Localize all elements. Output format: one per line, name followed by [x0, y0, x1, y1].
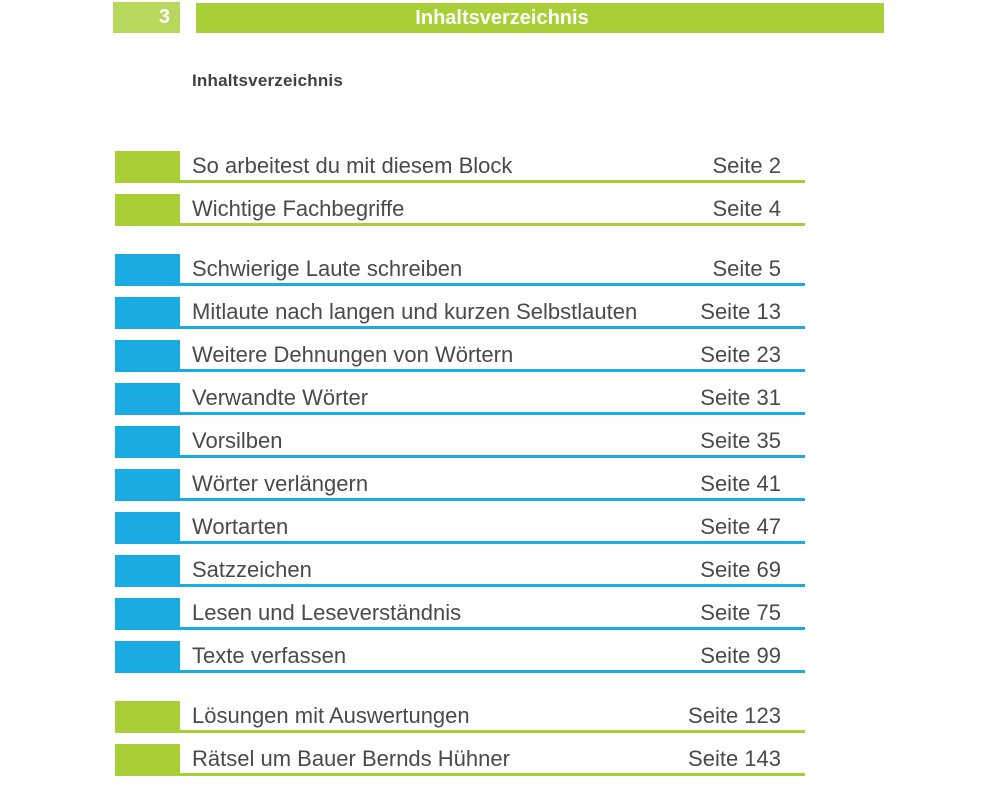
color-block — [115, 701, 180, 730]
toc-list: So arbeitest du mit diesem Block Seite 2… — [115, 151, 805, 787]
toc-entry-title: Wichtige Fachbegriffe — [192, 195, 405, 221]
color-block — [115, 512, 180, 541]
toc-entry-title: Rätsel um Bauer Bernds Hühner — [192, 745, 510, 771]
toc-row: Rätsel um Bauer Bernds Hühner Seite 143 — [115, 744, 805, 776]
toc-entry-page: Seite 123 — [688, 702, 781, 728]
toc-entry-page: Seite 47 — [700, 513, 781, 539]
toc-entry-page: Seite 5 — [712, 255, 782, 281]
color-block — [115, 641, 180, 670]
color-block — [115, 383, 180, 412]
color-block — [115, 151, 180, 180]
toc-entry-title: So arbeitest du mit diesem Block — [192, 152, 513, 178]
toc-row: Wörter verlängern Seite 41 — [115, 469, 805, 501]
page-number-tab: 3 — [113, 2, 180, 33]
toc-row: Satzzeichen Seite 69 — [115, 555, 805, 587]
toc-entry-page: Seite 31 — [700, 384, 781, 410]
toc-row: Wortarten Seite 47 — [115, 512, 805, 544]
toc-entry-page: Seite 13 — [700, 298, 781, 324]
toc-entry-page: Seite 69 — [700, 556, 781, 582]
toc-entry-title: Weitere Dehnungen von Wörtern — [192, 341, 514, 367]
color-block — [115, 194, 180, 223]
toc-entry-title: Satzzeichen — [192, 556, 312, 582]
toc-entry-title: Texte verfassen — [192, 642, 347, 668]
toc-entry-title: Lesen und Leseverständnis — [192, 599, 462, 625]
toc-entry-title: Schwierige Laute schreiben — [192, 255, 463, 281]
toc-row: Schwierige Laute schreiben Seite 5 — [115, 254, 805, 286]
color-block — [115, 254, 180, 283]
toc-entry-page: Seite 35 — [700, 427, 781, 453]
color-block — [115, 469, 180, 498]
color-block — [115, 297, 180, 326]
toc-row: Weitere Dehnungen von Wörtern Seite 23 — [115, 340, 805, 372]
toc-entry-page: Seite 99 — [700, 642, 781, 668]
toc-row: Wichtige Fachbegriffe Seite 4 — [115, 194, 805, 226]
toc-entry-title: Mitlaute nach langen und kurzen Selbstla… — [192, 298, 638, 324]
color-block — [115, 340, 180, 369]
toc-row: So arbeitest du mit diesem Block Seite 2 — [115, 151, 805, 183]
toc-row: Vorsilben Seite 35 — [115, 426, 805, 458]
toc-row: Texte verfassen Seite 99 — [115, 641, 805, 673]
toc-row: Mitlaute nach langen und kurzen Selbstla… — [115, 297, 805, 329]
toc-entry-page: Seite 2 — [712, 152, 782, 178]
color-block — [115, 426, 180, 455]
toc-row: Verwandte Wörter Seite 31 — [115, 383, 805, 415]
header-bar: Inhaltsverzeichnis — [196, 3, 884, 33]
toc-row: Lösungen mit Auswertungen Seite 123 — [115, 701, 805, 733]
toc-entry-title: Vorsilben — [192, 427, 283, 453]
toc-entry-page: Seite 23 — [700, 341, 781, 367]
toc-row: Lesen und Leseverständnis Seite 75 — [115, 598, 805, 630]
toc-entry-page: Seite 41 — [700, 470, 781, 496]
toc-entry-title: Wörter verlängern — [192, 470, 369, 496]
page-title: Inhaltsverzeichnis — [192, 71, 343, 90]
toc-entry-page: Seite 143 — [688, 745, 781, 771]
toc-entry-title: Lösungen mit Auswertungen — [192, 702, 470, 728]
toc-entry-page: Seite 75 — [700, 599, 781, 625]
toc-entry-title: Wortarten — [192, 513, 289, 539]
toc-entry-page: Seite 4 — [712, 195, 782, 221]
color-block — [115, 598, 180, 627]
color-block — [115, 744, 180, 773]
toc-entry-title: Verwandte Wörter — [192, 384, 369, 410]
color-block — [115, 555, 180, 584]
